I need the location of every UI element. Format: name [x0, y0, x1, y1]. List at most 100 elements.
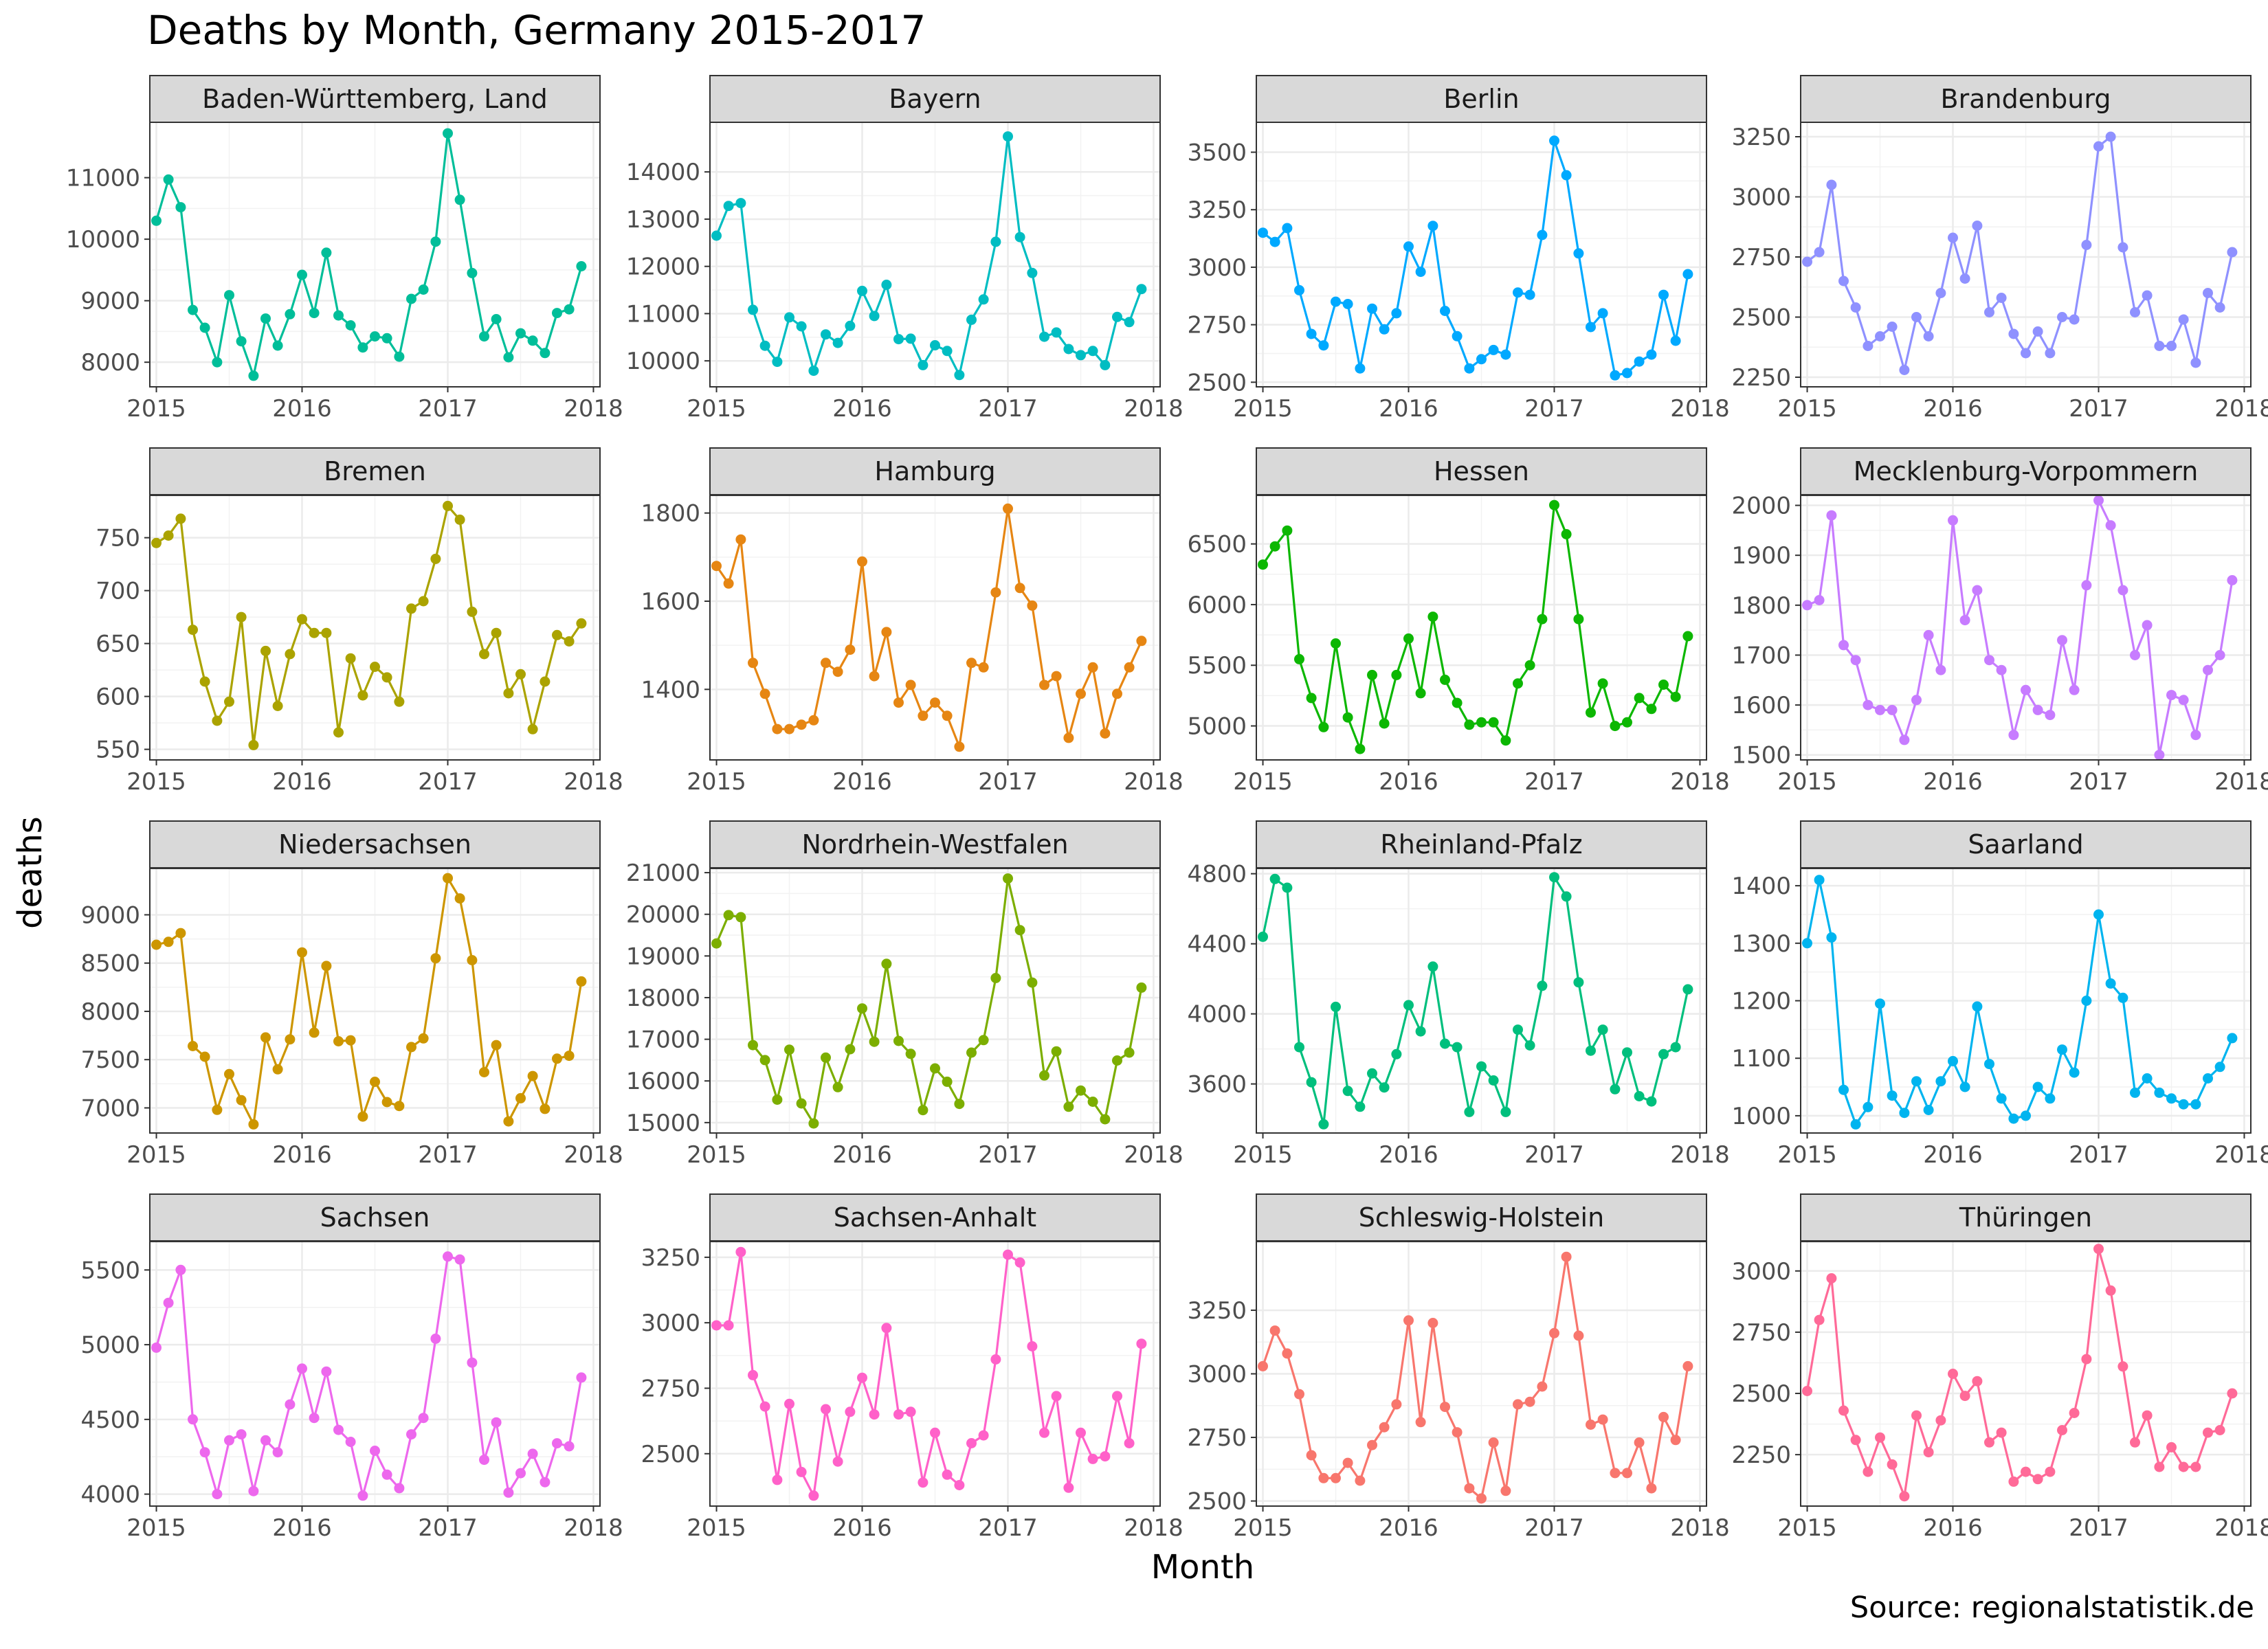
x-tick-label: 2016 [1923, 1141, 1983, 1169]
data-point [491, 1417, 502, 1428]
data-point [1003, 503, 1013, 514]
data-point [1682, 269, 1693, 280]
data-point [1814, 247, 1825, 258]
data-point [1269, 873, 1280, 884]
data-point [515, 1468, 526, 1479]
data-point [1403, 633, 1414, 644]
data-point [540, 1477, 551, 1488]
data-point [1367, 669, 1377, 680]
data-point [1561, 529, 1572, 539]
data-point [1027, 267, 1038, 278]
data-point [748, 658, 758, 669]
data-point [370, 1446, 380, 1456]
data-point [2166, 1093, 2177, 1104]
data-point [527, 723, 538, 734]
data-point [1464, 363, 1475, 374]
data-point [1658, 680, 1669, 690]
data-point [2021, 1466, 2031, 1477]
data-point [893, 1409, 904, 1420]
data-point [467, 606, 478, 617]
data-point [1076, 350, 1086, 361]
x-tick-label: 2017 [418, 395, 478, 423]
data-point [1415, 688, 1426, 699]
y-tick-label: 1800 [1731, 592, 1791, 620]
data-point [1355, 743, 1366, 754]
data-point [576, 261, 587, 271]
data-point [479, 649, 489, 660]
data-point [808, 1118, 819, 1129]
data-point [381, 672, 392, 683]
data-point [772, 723, 783, 734]
data-point [430, 236, 441, 247]
panel-border [149, 868, 601, 1134]
data-point [1051, 671, 1062, 682]
facet-strip-label: Bayern [889, 84, 981, 114]
panel-2: Bayern 10000 11000 12000 13000 14000 2015 2016 2… [626, 75, 1183, 423]
facet-strip [149, 447, 601, 495]
data-point [381, 1097, 392, 1108]
data-point [1087, 1097, 1098, 1107]
data-point [163, 1297, 174, 1308]
facet-strip [1800, 75, 2252, 123]
data-point [2203, 288, 2213, 298]
data-point [1875, 331, 1885, 341]
data-point [1899, 1491, 1910, 1502]
y-tick-label: 5000 [1187, 713, 1247, 741]
data-point [905, 680, 916, 691]
data-point [1586, 1420, 1596, 1430]
x-tick-label: 2018 [1124, 1514, 1183, 1542]
y-tick-label: 600 [96, 684, 140, 711]
y-tick-label: 1800 [641, 500, 700, 528]
data-point [808, 715, 819, 726]
y-tick-label: 1600 [1731, 692, 1791, 719]
facet-strip-label: Nordrhein-Westfalen [801, 829, 1068, 860]
y-tick-label: 2250 [1731, 364, 1791, 392]
data-point [576, 1372, 587, 1383]
data-point [1452, 1427, 1463, 1438]
facet-strip [1256, 447, 1707, 495]
data-point [857, 1003, 867, 1014]
data-point [1027, 600, 1038, 611]
data-point [2154, 750, 2165, 761]
data-point [1112, 311, 1122, 322]
data-point [236, 612, 247, 622]
data-point [2069, 1408, 2080, 1418]
data-point [784, 723, 794, 734]
x-tick-label: 2015 [687, 395, 746, 423]
data-point [1500, 1106, 1511, 1117]
data-point [1984, 1059, 1994, 1070]
data-point [2214, 650, 2225, 660]
data-point [1403, 1000, 1414, 1011]
data-point [285, 1034, 296, 1045]
facet-strip [1800, 820, 2252, 868]
data-point [1464, 1106, 1475, 1117]
data-point [1923, 1447, 1934, 1458]
data-point [1100, 359, 1111, 370]
x-tick-label: 2018 [2214, 1514, 2268, 1542]
data-point [978, 662, 989, 673]
panel-border [709, 868, 1161, 1134]
data-point [2154, 1461, 2165, 1472]
data-point [1597, 678, 1608, 689]
panel-border [709, 1241, 1161, 1507]
x-tick-label: 2017 [2069, 1141, 2128, 1169]
panel-border [1256, 495, 1707, 761]
data-point [1488, 344, 1499, 355]
panel-15: Schleswig-Holstein 2500 2750 3000 3250 2015 20… [1187, 1193, 1730, 1542]
data-point [723, 201, 734, 212]
data-point [1112, 688, 1122, 699]
x-tick-label: 2016 [832, 768, 892, 796]
data-point [796, 719, 807, 730]
facet-strip-label: Saarland [1968, 829, 2083, 860]
data-point [1003, 1249, 1013, 1260]
data-point [857, 285, 867, 296]
y-tick-label: 5500 [80, 1257, 140, 1284]
facet-strip [1800, 1193, 2252, 1242]
data-point [845, 644, 856, 655]
x-tick-label: 2017 [1524, 768, 1584, 796]
data-point [1367, 303, 1377, 314]
y-tick-label: 2750 [1731, 244, 1791, 271]
x-tick-label: 2018 [564, 768, 623, 796]
data-point [1391, 308, 1402, 319]
y-tick-label: 20000 [626, 901, 700, 929]
